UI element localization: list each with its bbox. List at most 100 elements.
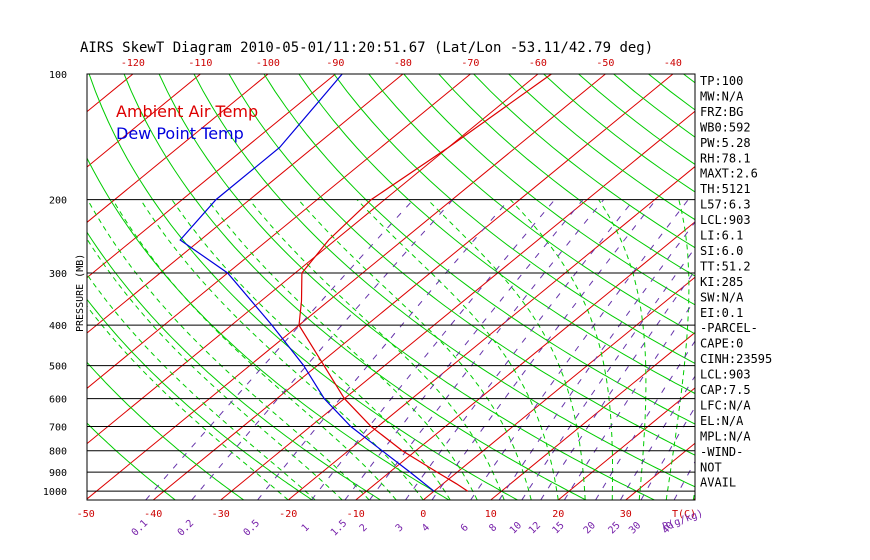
sounding-index: TT:51.2 [700,259,751,273]
mixing-ratio-tick-label: 1.5 [329,518,350,539]
dry-adiabat-line [368,74,695,335]
pressure-tick-label: 300 [49,269,67,280]
chart-legend: Ambient Air Temp Dew Point Temp [116,102,258,143]
plot-frame [86,73,696,501]
pressure-tick-label: 700 [49,423,67,434]
mixing-ratio-line [191,199,454,500]
moist-adiabat-line [248,199,505,500]
isotherm-line [0,74,65,500]
dry-adiabat-line [823,74,870,500]
dry-adiabat-line [858,74,870,500]
mixing-ratio-line [405,199,635,500]
isotherm-line [87,74,336,279]
isotherm-line [557,387,695,500]
mixing-ratio-line [595,340,695,500]
dry-adiabat-line [123,74,587,500]
moist-adiabat-line [87,199,370,500]
sounding-index: MPL:N/A [700,429,751,443]
pressure-tick-label: 900 [49,468,67,479]
moist-adiabat-line [140,199,424,500]
pressure-tick-label: 600 [49,395,67,406]
y-axis-label: PRESSURE (MB) [75,254,86,332]
moist-adiabat-line [297,199,532,500]
moist-adiabat-line [171,199,451,500]
pressure-tick-label: 800 [49,447,67,458]
mixing-ratio-line [563,299,695,500]
bottom-temp-tick-label: 30 [620,509,632,520]
mixing-ratio-tick-label: 20 [582,520,598,536]
moist-adiabat-line [87,305,289,500]
pressure-tick-label: 100 [49,70,67,81]
mixing-ratio-tick-label: 30 [627,520,643,536]
mixing-ratio-tick-label: 4 [420,522,432,534]
mixing-ratio-tick-label: 6 [459,522,471,534]
sounding-index: MAXT:2.6 [700,167,758,181]
mixing-ratio-line [311,199,556,500]
legend-entry: Dew Point Temp [116,124,244,143]
sounding-index: LI:6.1 [700,229,743,243]
moist-adiabat-line [207,199,478,500]
isotherm-line [87,74,269,223]
pressure-tick-label: 200 [49,196,67,207]
isotherm-line [828,74,870,500]
mixing-ratio-tick-label: 2 [358,522,370,534]
dry-adiabat-line [158,74,655,500]
legend-entry: Ambient Air Temp [116,102,258,121]
sounding-index: PW:5.28 [700,136,751,150]
mixing-ratio-tick-label: 25 [606,520,622,536]
dry-adiabat-line [753,74,870,500]
pressure-tick-label: 400 [49,321,67,332]
top-temp-tick-label: -40 [664,58,682,69]
moist-adiabat-line [112,199,397,500]
series-line [298,74,552,492]
sounding-index: SW:N/A [700,290,744,304]
isotherm-line [761,74,870,500]
sounding-index: KI:285 [700,275,743,289]
bottom-temp-tick-labels: -50 -40 -30 -20 -10 0 10 20 30 [77,509,632,520]
mixing-ratio-tick-label: 1 [300,522,312,534]
bottom-temp-tick-label: -20 [279,509,297,520]
sounding-index: MW:N/A [700,89,744,103]
dry-adiabat-line [298,74,695,395]
isotherm-line [87,74,201,168]
sounding-index: -WIND- [700,445,743,459]
mixing-ratio-line [257,199,510,500]
pressure-tick-labels: 100 200 300 400 500 600 700 800 900 1000 [43,70,67,498]
moist-adiabat-line [665,199,690,500]
moist-adiabat-line [598,199,647,500]
sounding-index: CAP:7.5 [700,383,751,397]
moist-adiabat-line [509,199,614,500]
isotherm-line [422,276,695,500]
mixing-ratio-tick-label: 8 [487,522,499,534]
bottom-temp-unit: T(C) [672,509,696,520]
top-temp-tick-label: -110 [188,58,212,69]
mixing-ratio-line [521,247,695,500]
dry-adiabat-line [87,157,450,500]
top-temp-tick-label: -80 [394,58,412,69]
mixing-ratio-tick-labels: 0.1 0.2 0.5 1 1.5 2 3 4 6 8 10 12 15 20 25 30 40 [130,518,677,539]
mixing-ratio-line [498,221,695,500]
bottom-temp-tick-label: -40 [144,509,162,520]
sounding-index: L57:6.3 [700,198,751,212]
mixing-ratio-tick-label: 10 [508,520,524,536]
mixing-ratio-line [640,406,695,500]
sounding-index: WB0:592 [700,120,751,134]
bottom-temp-tick-label: 10 [485,509,497,520]
top-temp-tick-labels: -120 -110 -100 -90 -80 -70 -60 -50 -40 [121,58,682,69]
isotherm-line [490,331,695,500]
dry-adiabat-line [788,74,870,500]
isotherm-line [152,74,674,500]
bottom-temp-tick-label: -10 [347,509,365,520]
isotherm-line [220,110,695,500]
top-temp-tick-label: -70 [461,58,479,69]
dry-adiabat-line [438,74,695,277]
mixing-ratio-tick-label: 3 [394,522,406,534]
sounding-index: AVAIL [700,476,736,490]
sounding-index: LCL:903 [700,213,751,227]
top-temp-tick-label: -100 [256,58,280,69]
mixing-ratio-line [145,199,414,500]
sounding-index: EL:N/A [700,414,744,428]
isotherm-line [355,221,695,500]
mixing-ratio-tick-label: 15 [550,520,566,536]
